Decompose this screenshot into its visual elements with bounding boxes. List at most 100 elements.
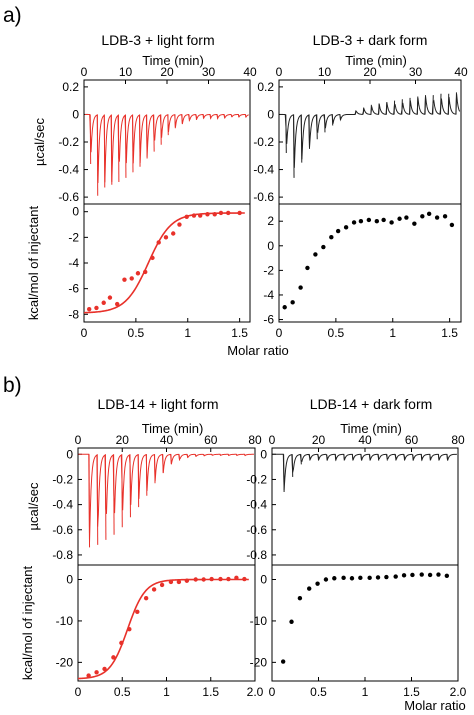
b-dark-thermogram-frame xyxy=(271,447,459,566)
b-dark-isotherm-xtick-label: 1.5 xyxy=(403,685,420,699)
b-light-thermogram-axes: 0 -0.2 -0.4 -0.6 -0.8 0 20 40 60 80 xyxy=(52,433,262,566)
a-light-data-point xyxy=(218,210,224,216)
b-light-data-point xyxy=(226,576,231,582)
b-light-data-point xyxy=(218,576,223,582)
a-dark-data-point xyxy=(442,214,448,219)
a-light-thermogram-trace xyxy=(84,113,249,183)
b-light-isotherm-xtick-label: 0.5 xyxy=(114,685,131,699)
molar-ratio-label-a: Molar ratio xyxy=(227,343,288,358)
b-dark-thermogram-ytick-label: -0.8 xyxy=(246,548,267,562)
b-dark-data-point xyxy=(289,619,294,624)
a-dark-isotherm-xtick-label: 0.5 xyxy=(328,326,345,340)
a-light-thermogram-ytick-label: 0.2 xyxy=(62,80,79,94)
a-light-data-point xyxy=(143,269,148,275)
a-light-thermogram-ytick-label: -0.6 xyxy=(58,190,79,204)
panel-label-a: a) xyxy=(3,4,22,27)
a-dark-thermogram-xlabel: Time (min) xyxy=(345,53,407,68)
a-light-thermogram-axes: 0.20-0.2-0.4-0.60 10 20 30 40 xyxy=(58,65,257,205)
a-light-thermogram-ytick-label: -0.4 xyxy=(58,163,79,177)
b-light-isotherm-xtick-label: 1 xyxy=(163,685,170,699)
b-light-isotherm-xtick-label: 1.5 xyxy=(202,685,219,699)
b-dark-thermogram-ytick-label: -0.2 xyxy=(246,472,267,486)
a-light-title: LDB-3 + light form xyxy=(101,32,214,48)
b-light-thermogram-xtick-label: 80 xyxy=(248,433,262,447)
b-dark-data-point xyxy=(315,581,320,586)
a-dark-data-point xyxy=(420,214,425,219)
b-dark-data-point xyxy=(349,576,355,581)
b-dark-thermogram-xtick-label: 0 xyxy=(269,433,276,447)
b-light-thermogram-ytick-label: 0 xyxy=(66,447,73,461)
b-dark-data-point xyxy=(393,574,398,579)
a-light-thermogram-ytick-label: -0.2 xyxy=(58,135,79,149)
a-dark-isotherm-ytick-label: 2 xyxy=(267,214,274,228)
a-dark-data-point xyxy=(335,228,341,234)
b-dark-isotherm-axes: 0 -10 -20 0 0.5 1 1.5 2.0 xyxy=(250,564,467,699)
b-light-data-point xyxy=(111,655,116,660)
b-light-isotherm-xtick-label: 2.0 xyxy=(247,685,264,699)
a-light-fit-curve xyxy=(83,212,245,314)
b-dark-data-point xyxy=(367,575,372,581)
a-dark-thermogram-ytick-label: -0.2 xyxy=(253,135,274,149)
a-light-isotherm-axes: 0-2-4-6-80 0.5 1 1.5 xyxy=(68,203,251,340)
b-dark-isotherm-xtick-label: 1 xyxy=(362,685,369,699)
a-light-isotherm-xtick-label: 1.5 xyxy=(231,326,248,340)
a-dark-isotherm-ytick-label: -2 xyxy=(263,263,274,277)
a-light-isotherm-frame xyxy=(83,203,251,323)
b-dark-data-point xyxy=(427,572,433,578)
a-light-isotherm-xtick-label: 0 xyxy=(81,326,88,340)
a-dark-data-point xyxy=(305,265,310,271)
a-dark-isotherm-ytick-label: -4 xyxy=(263,288,274,302)
b-light-thermogram-frame xyxy=(77,447,256,566)
a-dark-isotherm-frame xyxy=(278,203,462,323)
a-light-isotherm-xtick-label: 0.5 xyxy=(128,326,145,340)
b-light-fit-curve xyxy=(77,578,249,680)
b-dark-thermogram-xtick-label: 80 xyxy=(451,433,465,447)
a-light-isotherm-ylabel: kcal/mol of injectant xyxy=(26,206,41,321)
a-light-data-point xyxy=(101,300,106,305)
a-dark-isotherm-xtick-label: 0 xyxy=(276,326,283,340)
b-light-data-point xyxy=(193,577,198,582)
a-light-thermogram-xtick-label: 10 xyxy=(119,65,133,79)
a-dark-data-point xyxy=(282,305,287,310)
a-light-data-point xyxy=(107,295,113,300)
a-dark-data-point xyxy=(321,244,326,250)
b-dark-data-point xyxy=(436,572,441,577)
a-dark-data-point xyxy=(426,211,432,217)
a-dark-data-point xyxy=(404,215,409,220)
a-dark-data-point xyxy=(351,220,357,225)
a-light-data-point xyxy=(191,213,197,218)
a-light-data-point xyxy=(212,212,217,217)
a-light-data-point xyxy=(129,276,134,281)
a-dark-data-point xyxy=(434,215,440,220)
a-dark-data-point xyxy=(381,217,386,223)
b-dark-data-point xyxy=(297,595,303,601)
a-dark-data-point xyxy=(313,252,318,257)
b-light-thermogram-ytick-label: -0.2 xyxy=(52,472,73,486)
b-dark-data-point xyxy=(341,575,346,581)
a-light-data-point xyxy=(184,214,189,220)
a-light-data-point xyxy=(205,212,210,217)
b-dark-thermogram-axes: 0 -0.2 -0.4 -0.6 -0.8 0 20 40 60 80 xyxy=(246,433,465,566)
b-light-isotherm-ytick-label: 0 xyxy=(66,573,73,587)
chart-area: 0.20-0.2-0.4-0.60 10 20 30 40 LDB-3 + light f… xyxy=(20,32,468,713)
a-dark-data-point xyxy=(397,216,402,221)
b-light-isotherm-ytick-label: -20 xyxy=(56,655,74,669)
b-light-data-point xyxy=(127,627,132,632)
b-light-isotherm-frame xyxy=(77,564,256,682)
b-dark-isotherm-frame xyxy=(271,564,459,682)
b-dark-isotherm-xtick-label: 0.5 xyxy=(310,685,327,699)
a-light-isotherm-xtick-label: 1 xyxy=(184,326,191,340)
a-dark-data-point xyxy=(298,285,303,290)
a-dark-thermogram-axes: 0.20-0.2-0.4-0.60 10 20 30 40 xyxy=(253,65,468,205)
a-dark-isotherm-ytick-label: -6 xyxy=(263,313,274,327)
a-light-data-point xyxy=(237,210,242,216)
a-dark-isotherm-xtick-label: 1.5 xyxy=(441,326,458,340)
a-dark-thermogram-ytick-label: 0.2 xyxy=(257,80,274,94)
a-dark-thermogram-xtick-label: 40 xyxy=(454,65,468,79)
a-light-isotherm-ytick-label: 0 xyxy=(72,205,79,219)
a-light-data-point xyxy=(171,231,176,236)
b-dark-thermogram-ytick-label: -0.6 xyxy=(246,523,267,537)
b-light-thermogram-ytick-label: -0.4 xyxy=(52,498,73,512)
a-dark-isotherm-ytick-label: 0 xyxy=(267,239,274,253)
